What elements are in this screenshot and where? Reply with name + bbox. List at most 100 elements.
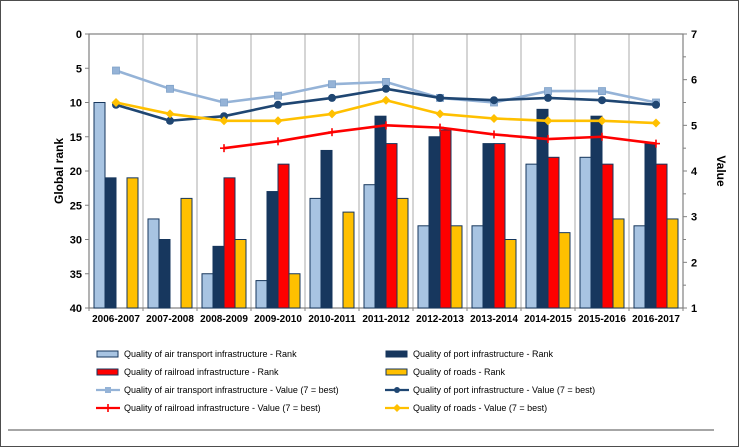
right-axis-tick-label: 4 bbox=[691, 166, 698, 178]
bar-roads-rank bbox=[666, 218, 679, 309]
legend-item: Quality of air transport infrastructure … bbox=[96, 349, 385, 359]
legend-label: Quality of roads - Value (7 = best) bbox=[413, 403, 548, 413]
right-axis-tick-label: 3 bbox=[691, 212, 697, 224]
right-axis-tick-label: 6 bbox=[691, 75, 697, 87]
legend-bar-swatch bbox=[96, 368, 119, 376]
bar-rail-rank bbox=[601, 163, 614, 309]
left-axis-tick-label: 20 bbox=[70, 166, 82, 178]
marker-diamond bbox=[219, 116, 229, 126]
marker-circle bbox=[436, 93, 444, 102]
marker-square bbox=[220, 98, 228, 107]
legend-item: Quality of air transport infrastructure … bbox=[96, 385, 385, 395]
marker-square bbox=[544, 87, 552, 95]
bar-rail-rank bbox=[277, 163, 290, 309]
marker-diamond bbox=[381, 95, 391, 105]
bar-roads-rank bbox=[558, 232, 571, 309]
x-axis-category-label: 2010-2011 bbox=[308, 314, 356, 325]
bar-air-rank bbox=[633, 225, 646, 309]
marker-square bbox=[382, 78, 390, 86]
left-axis-tick-label: 0 bbox=[76, 29, 82, 41]
right-axis-title: Value bbox=[714, 155, 728, 187]
legend-item: Quality of roads - Value (7 = best) bbox=[385, 403, 685, 413]
bar-roads-rank bbox=[612, 218, 625, 309]
bar-air-rank bbox=[525, 163, 538, 309]
bar-rail-rank bbox=[439, 129, 452, 309]
bar-rail-rank bbox=[655, 163, 668, 309]
bar-roads-rank bbox=[450, 225, 463, 309]
bar-port-rank bbox=[374, 115, 387, 309]
bar-roads-rank bbox=[126, 177, 139, 309]
bar-roads-rank bbox=[234, 239, 247, 309]
right-axis-tick-label: 5 bbox=[691, 120, 697, 132]
marker-square bbox=[598, 87, 606, 95]
chart-legend: Quality of air transport infrastructure … bbox=[96, 345, 696, 417]
bar-port-rank bbox=[158, 239, 171, 309]
x-axis-category-label: 2006-2007 bbox=[92, 314, 140, 325]
bar-air-rank bbox=[93, 102, 106, 309]
legend-item: Quality of roads - Rank bbox=[385, 367, 685, 377]
legend-marker-plus bbox=[104, 404, 112, 412]
bar-roads-rank bbox=[342, 211, 355, 309]
bar-air-rank bbox=[471, 225, 484, 309]
right-axis-tick-label: 1 bbox=[691, 303, 697, 315]
x-axis-category-label: 2011-2012 bbox=[362, 314, 410, 325]
bar-air-rank bbox=[309, 197, 322, 309]
marker-diamond bbox=[111, 98, 121, 107]
legend-label: Quality of air transport infrastructure … bbox=[124, 349, 297, 359]
legend-label: Quality of railroad infrastructure - Val… bbox=[124, 403, 321, 413]
bar-rail-rank bbox=[493, 143, 506, 309]
legend-bar-swatch bbox=[96, 350, 119, 358]
marker-diamond bbox=[489, 113, 499, 123]
legend-item: Quality of railroad infrastructure - Ran… bbox=[96, 367, 385, 377]
marker-square bbox=[328, 80, 336, 89]
combo-chart: 0 5 10 15 20 25 30 35 40 7 6 5 4 3 2 1 2006-2007 2007-200… bbox=[52, 29, 728, 325]
x-axis-category-label: 2012-2013 bbox=[416, 314, 464, 325]
legend-line-swatch bbox=[96, 387, 120, 393]
bar-rail-rank bbox=[385, 143, 398, 309]
x-axis-category-label: 2007-2008 bbox=[146, 314, 194, 325]
marker-square bbox=[274, 91, 282, 100]
marker-circle bbox=[220, 112, 228, 121]
x-axis-category-label: 2008-2009 bbox=[200, 314, 248, 325]
legend-label: Quality of port infrastructure - Rank bbox=[413, 349, 554, 359]
bar-air-rank bbox=[363, 184, 376, 309]
marker-circle bbox=[490, 96, 498, 105]
bar-roads-rank bbox=[504, 239, 517, 309]
legend-item: Quality of port infrastructure - Value (… bbox=[385, 385, 685, 395]
marker-circle bbox=[328, 93, 336, 102]
left-axis-tick-label: 5 bbox=[76, 63, 82, 75]
x-axis-category-label: 2009-2010 bbox=[254, 314, 302, 325]
legend-bar-swatch bbox=[385, 368, 408, 376]
bar-port-rank bbox=[212, 245, 225, 309]
left-axis-tick-label: 40 bbox=[70, 303, 82, 315]
x-axis-category-label: 2014-2015 bbox=[524, 314, 572, 325]
legend-label: Quality of railroad infrastructure - Ran… bbox=[124, 367, 279, 377]
x-axis-category-label: 2016-2017 bbox=[632, 314, 680, 325]
bar-port-rank bbox=[590, 115, 603, 309]
marker-diamond bbox=[165, 109, 175, 119]
bar-air-rank bbox=[579, 156, 592, 309]
left-axis-tick-label: 10 bbox=[70, 98, 82, 110]
bar-air-rank bbox=[417, 225, 430, 309]
marker-square bbox=[112, 66, 120, 75]
bar-port-rank bbox=[320, 149, 333, 309]
x-axis-category-label: 2015-2016 bbox=[578, 314, 626, 325]
legend-line-swatch bbox=[385, 404, 409, 412]
legend-line-swatch bbox=[385, 387, 409, 393]
marker-circle bbox=[382, 84, 390, 93]
bar-air-rank bbox=[255, 280, 268, 309]
legend-bar-swatch bbox=[385, 350, 408, 358]
bar-port-rank bbox=[104, 177, 117, 309]
left-axis-tick-label: 15 bbox=[70, 132, 82, 144]
bar-port-rank bbox=[266, 191, 279, 309]
marker-diamond bbox=[543, 116, 553, 126]
legend-marker-circle bbox=[394, 387, 400, 393]
left-axis-tick-label: 30 bbox=[70, 235, 82, 247]
marker-diamond bbox=[651, 118, 661, 128]
marker-circle bbox=[166, 116, 174, 125]
legend-item: Quality of port infrastructure - Rank bbox=[385, 349, 685, 359]
left-axis-tick-label: 35 bbox=[70, 269, 82, 281]
marker-circle bbox=[652, 100, 660, 109]
left-axis-title: Global rank bbox=[52, 138, 66, 204]
